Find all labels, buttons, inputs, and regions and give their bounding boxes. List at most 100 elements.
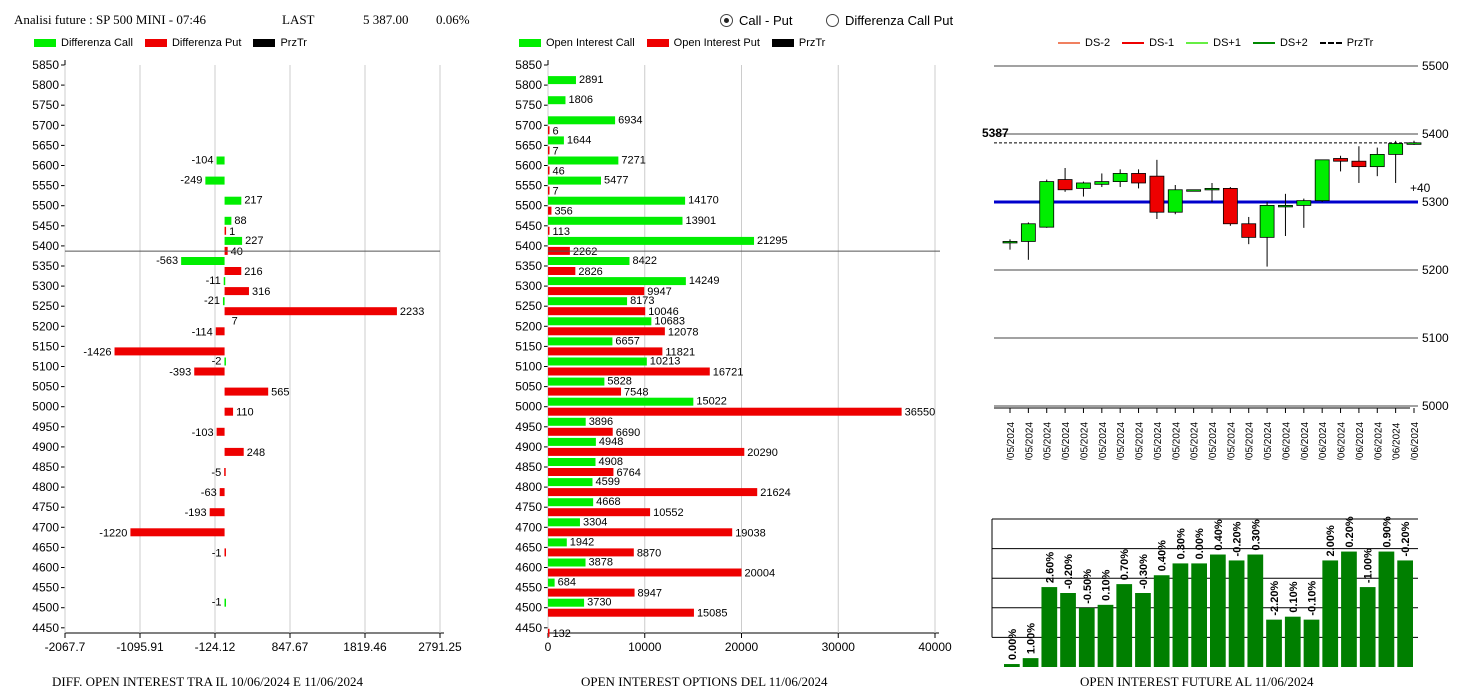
radio-diff-call-put-label: Differenza Call Put: [845, 13, 954, 28]
x-date-label: 03/06/2024: [1281, 422, 1292, 460]
y-tick-label: 4600: [32, 561, 59, 575]
bar-call: [548, 417, 586, 426]
y-tick-label: 5850: [32, 58, 59, 72]
bar-put: [548, 588, 635, 597]
y-tick-label: 4750: [32, 500, 59, 514]
x-tick-label: -124.12: [195, 640, 236, 654]
x-tick-label: 30000: [822, 640, 856, 654]
bar-call: [548, 297, 628, 306]
bar-put: [216, 427, 225, 436]
radio-call-put[interactable]: Call - Put: [720, 13, 792, 28]
y-tick-label: 5550: [515, 179, 542, 193]
oi-future-bar-label: 0.00%: [1194, 528, 1206, 559]
x-tick-label: 40000: [918, 640, 952, 654]
y-tick-label: 4850: [32, 460, 59, 474]
bar-call-label: 3878: [589, 557, 613, 569]
bar-call: [548, 136, 564, 145]
bar-put: [215, 327, 225, 336]
x-date-label: 05/06/2024: [1318, 422, 1329, 460]
bar-call-label: 10213: [650, 356, 681, 368]
oi-future-bar-label: -1.00%: [1363, 548, 1375, 583]
candle-body: [1167, 189, 1183, 213]
bar-put-label: 7: [553, 186, 559, 198]
y-tick-label: 4900: [32, 440, 59, 454]
bar-put: [224, 447, 244, 456]
y-tick-label: 5500: [1422, 59, 1449, 73]
y-tick-label: 4500: [515, 601, 542, 615]
candle-body: [1296, 200, 1312, 206]
y-tick-label: 5250: [515, 299, 542, 313]
bar-call: [548, 538, 567, 547]
oi-future-bar: [1378, 551, 1395, 667]
legend-item-prztr: PrzTr: [1319, 37, 1373, 49]
bar-put-label: 565: [271, 387, 289, 399]
y-tick-label: 5050: [32, 380, 59, 394]
oi-future-bar-label: 0.30%: [1250, 519, 1262, 550]
candle-body: [1131, 173, 1146, 184]
candle-body: [1351, 160, 1367, 168]
oi-future-bar-label: 0.70%: [1119, 549, 1131, 580]
bar-call-label: 8173: [630, 295, 654, 307]
y-tick-label: 5700: [515, 118, 542, 132]
bar-call-label: 15022: [696, 396, 727, 408]
bar-call: [223, 277, 226, 286]
bar-put-label: 216: [244, 266, 262, 278]
bar-put: [548, 568, 742, 577]
bar-call-label: -11: [206, 275, 221, 287]
bar-call-label: 4948: [599, 436, 623, 448]
bar-put-label: 20290: [747, 447, 778, 459]
bar-put-label: -63: [201, 487, 217, 499]
bar-call: [548, 377, 605, 386]
y-tick-label: 4550: [515, 581, 542, 595]
y-tick-label: 5650: [32, 138, 59, 152]
candle-body: [1057, 179, 1073, 191]
bar-put-label: 2262: [573, 246, 597, 258]
bar-call-label: 6657: [615, 335, 639, 347]
y-tick-label: 4750: [515, 500, 542, 514]
y-tick-label: 5200: [515, 319, 542, 333]
oi-future-bar: [1228, 560, 1245, 667]
bar-put-label: 2826: [578, 266, 602, 278]
bar-call-label: -2: [212, 356, 222, 368]
y-tick-label: 4900: [515, 440, 542, 454]
y-tick-label: 4950: [515, 420, 542, 434]
y-tick-label: 5700: [32, 118, 59, 132]
bar-put: [548, 608, 694, 617]
legend-item-prztr: PrzTr: [253, 37, 307, 49]
bar-call-label: 5828: [607, 376, 631, 388]
offset-label: +40: [1410, 181, 1431, 195]
candle-body: [1259, 204, 1275, 238]
candle-body: [1002, 241, 1018, 244]
oi-future-bar: [1041, 587, 1058, 667]
bar-call-label: 4908: [598, 456, 622, 468]
oi-future-bar-label: 0.40%: [1213, 519, 1225, 550]
bar-put: [548, 186, 550, 195]
x-date-label: 10/06/2024: [1373, 422, 1384, 460]
y-tick-label: 5400: [1422, 127, 1449, 141]
radio-diff-call-put[interactable]: Differenza Call Put: [826, 13, 953, 28]
y-tick-label: 5600: [32, 159, 59, 173]
bar-put-label: 8870: [637, 547, 661, 559]
bar-call: [548, 558, 586, 567]
x-tick-label: 2791.25: [418, 640, 462, 654]
oi-future-bar-label: 1.00%: [1026, 623, 1038, 654]
bar-call: [548, 277, 686, 286]
x-date-label: 07/06/2024: [1355, 422, 1366, 460]
x-date-label: 23/05/2024: [1153, 422, 1164, 460]
x-tick-label: 10000: [628, 640, 662, 654]
candle-body: [1186, 189, 1202, 192]
bar-call: [548, 518, 580, 527]
radio-unselected-icon[interactable]: [826, 14, 839, 27]
x-date-label: 04/06/2024: [1300, 422, 1311, 460]
x-date-label: 27/05/2024: [1190, 422, 1201, 460]
y-tick-label: 4650: [515, 540, 542, 554]
bar-call: [224, 598, 227, 607]
bar-put-label: -1220: [99, 527, 127, 539]
bar-put-label: 9947: [647, 286, 671, 298]
bar-call: [548, 76, 576, 85]
bar-put-label: 19038: [735, 527, 766, 539]
candle-body: [1076, 182, 1091, 189]
radio-selected-icon[interactable]: [720, 14, 733, 27]
open-interest-options-chart: 5850 5800 5750 5700 5650 5600 5550 5500 5450 5400…: [515, 58, 952, 654]
y-tick-label: 4550: [32, 581, 59, 595]
